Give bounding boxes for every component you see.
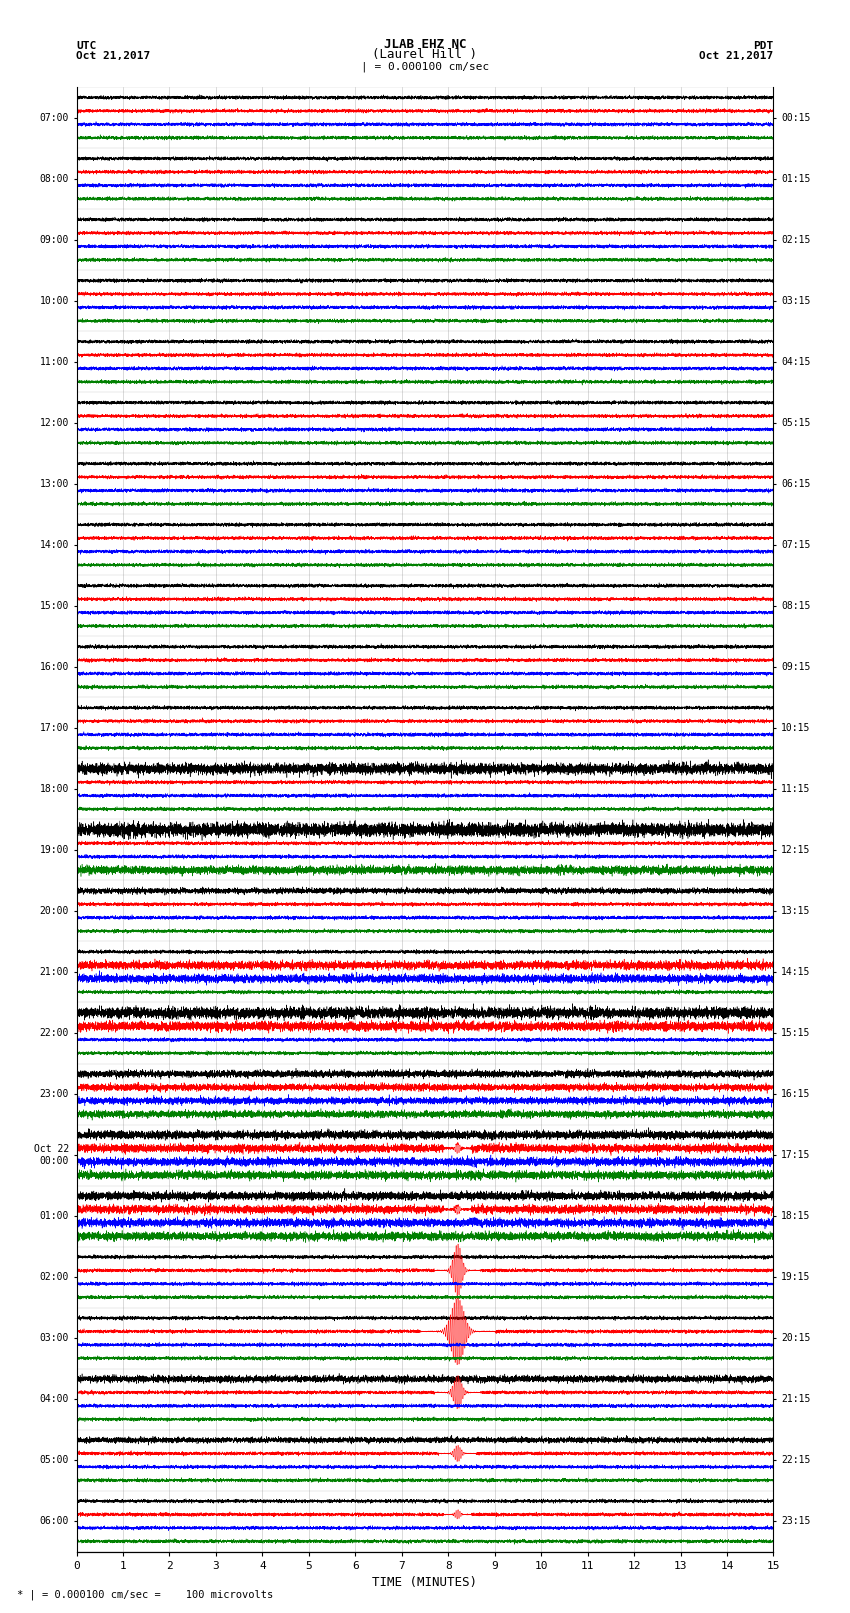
Text: (Laurel Hill ): (Laurel Hill ): [372, 48, 478, 61]
Text: JLAB EHZ NC: JLAB EHZ NC: [383, 37, 467, 50]
Text: Oct 21,2017: Oct 21,2017: [76, 52, 150, 61]
Text: PDT: PDT: [753, 40, 774, 50]
Text: * | = 0.000100 cm/sec =    100 microvolts: * | = 0.000100 cm/sec = 100 microvolts: [17, 1589, 273, 1600]
Text: Oct 21,2017: Oct 21,2017: [700, 52, 774, 61]
X-axis label: TIME (MINUTES): TIME (MINUTES): [372, 1576, 478, 1589]
Text: | = 0.000100 cm/sec: | = 0.000100 cm/sec: [361, 61, 489, 71]
Text: UTC: UTC: [76, 40, 97, 50]
